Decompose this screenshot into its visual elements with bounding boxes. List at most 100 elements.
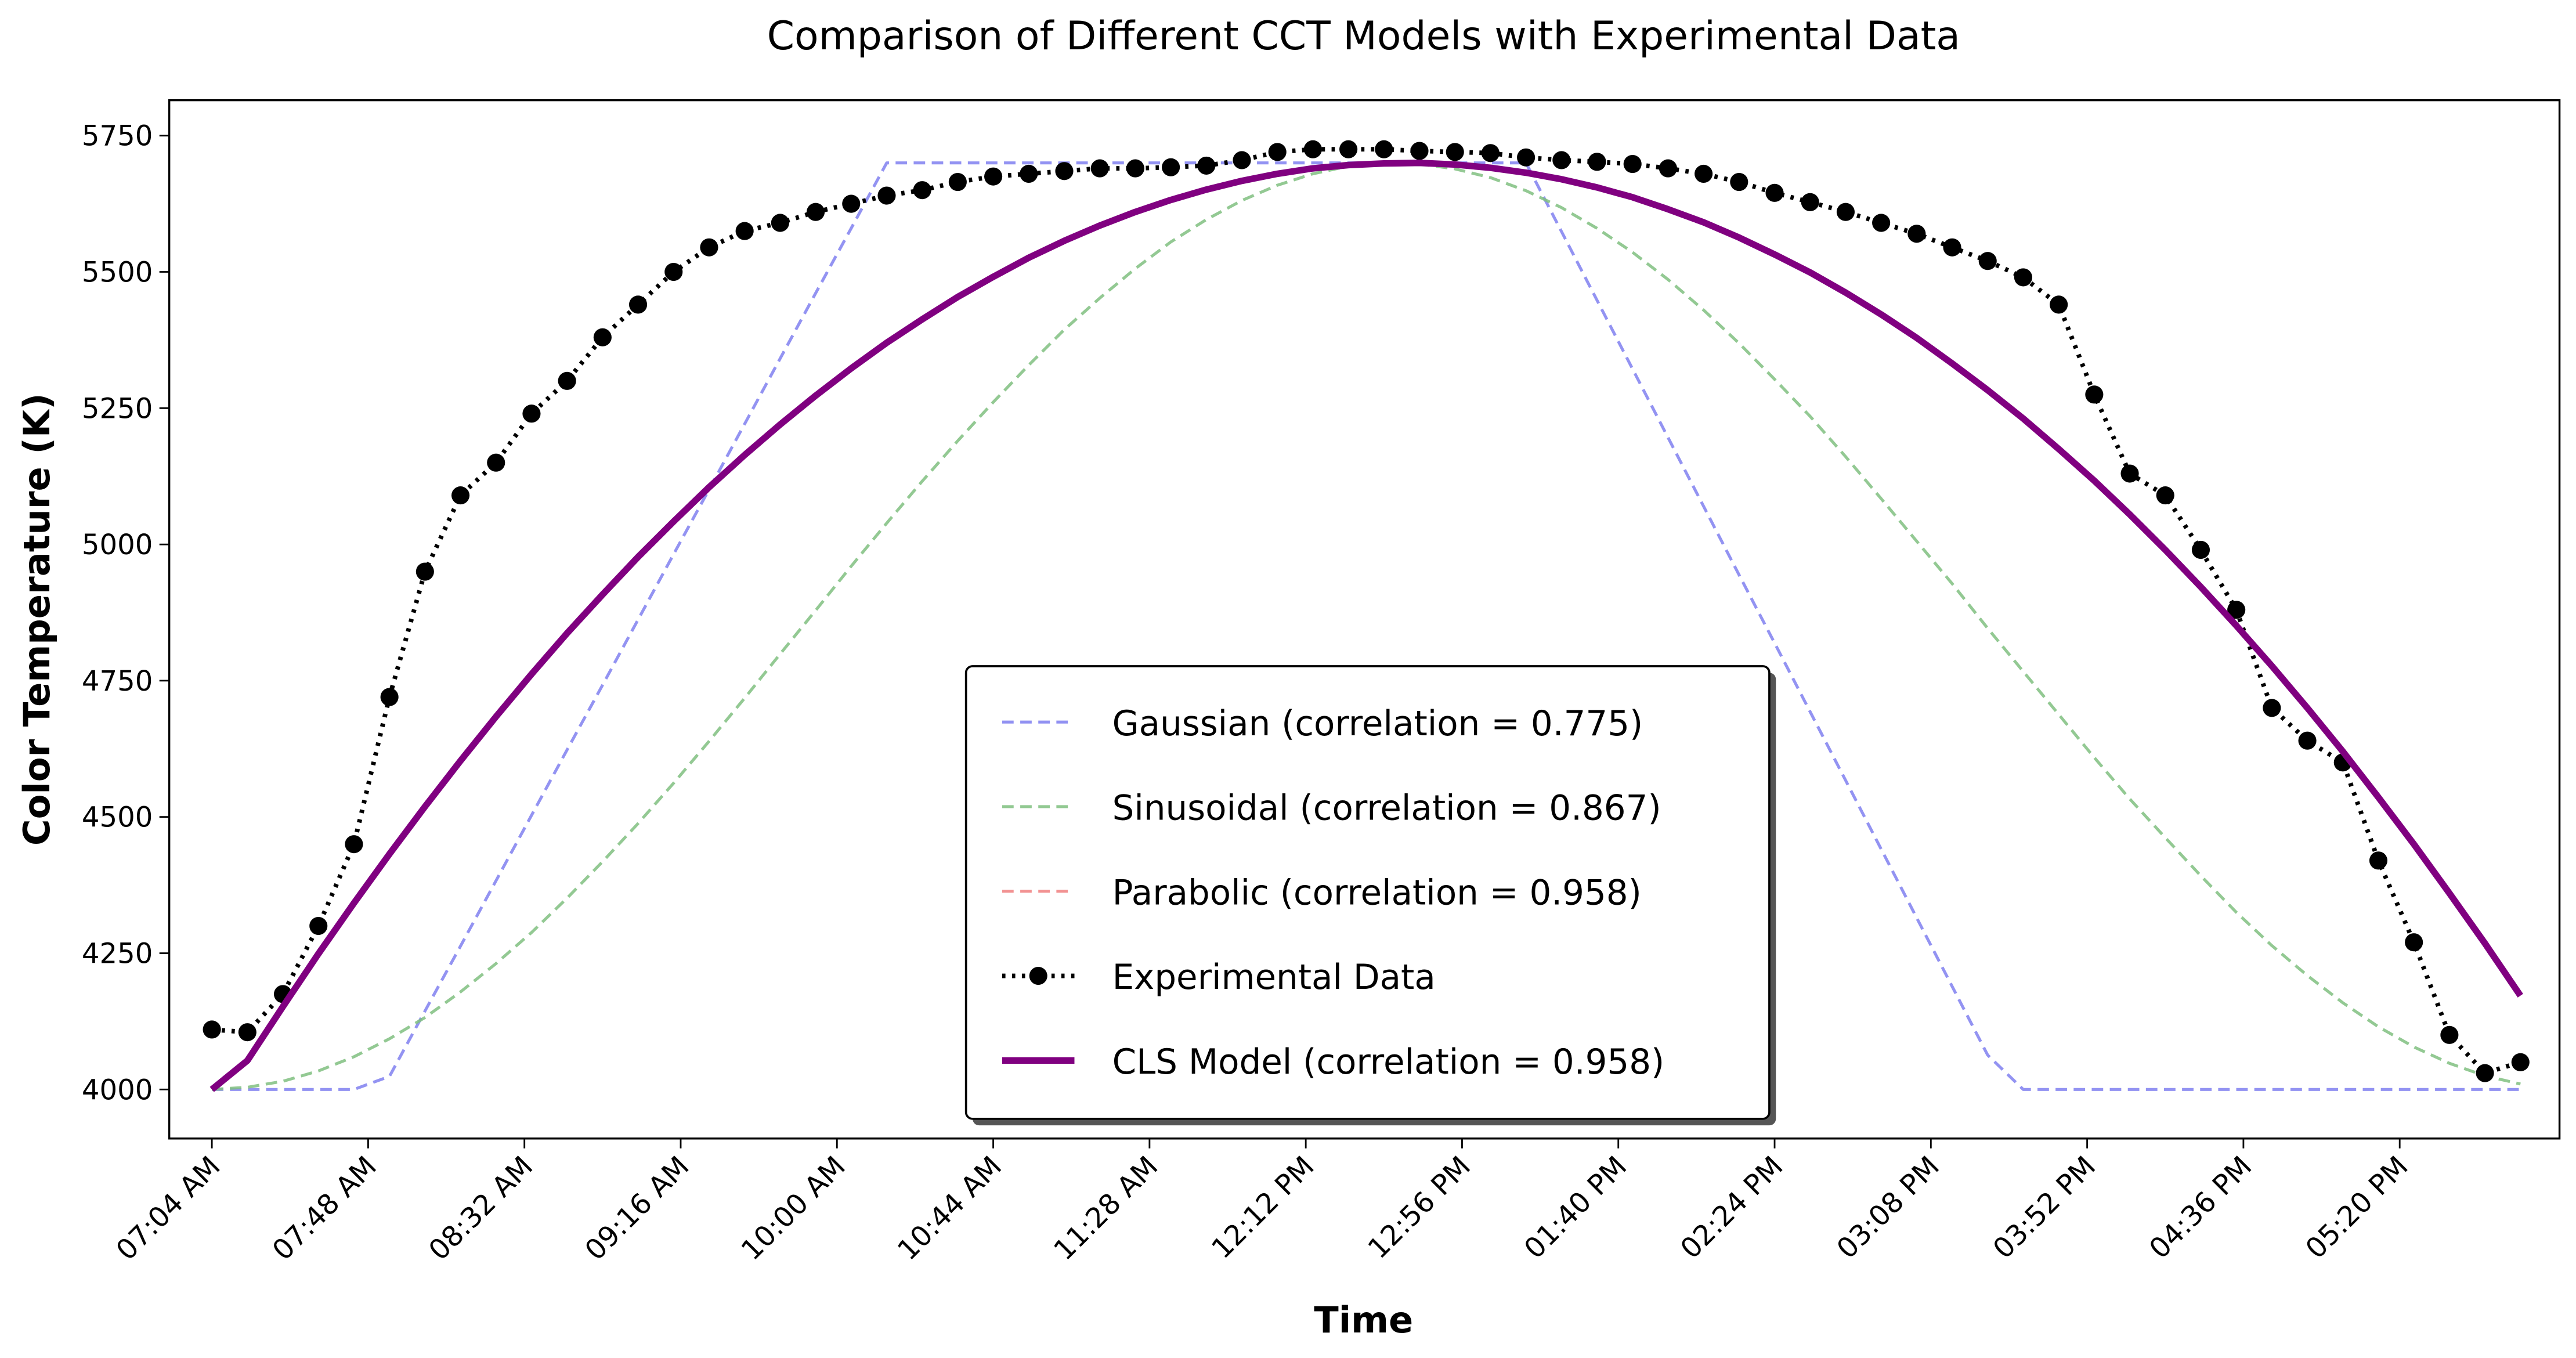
chart-title: Comparison of Different CCT Models with … xyxy=(767,13,1960,59)
data-point xyxy=(700,238,718,257)
data-point xyxy=(2120,464,2139,483)
data-point xyxy=(2476,1064,2494,1082)
data-point xyxy=(593,328,612,346)
x-tick-label: 09:16 AM xyxy=(579,1150,695,1267)
x-tick-label: 12:56 PM xyxy=(1362,1150,1477,1265)
y-axis-label: Color Temperature (K) xyxy=(16,393,58,846)
y-tick-label: 4750 xyxy=(82,665,153,698)
data-point xyxy=(984,167,1003,186)
data-point xyxy=(1552,151,1571,169)
data-point xyxy=(1268,143,1287,161)
data-point xyxy=(487,453,505,472)
data-point xyxy=(2014,268,2033,287)
data-point xyxy=(2191,540,2210,559)
data-point xyxy=(203,1020,221,1039)
data-point xyxy=(664,262,683,281)
x-tick-label: 03:52 PM xyxy=(1987,1150,2102,1265)
data-point xyxy=(806,203,825,221)
data-point xyxy=(1162,158,1180,176)
data-point xyxy=(1730,172,1748,192)
x-tick-label: 03:08 PM xyxy=(1830,1150,1945,1265)
data-point xyxy=(522,404,541,423)
data-point xyxy=(877,186,896,205)
data-point xyxy=(1978,252,1997,270)
data-point xyxy=(2227,601,2246,619)
data-point xyxy=(2298,731,2317,750)
data-point xyxy=(2050,295,2068,314)
data-point xyxy=(1055,162,1074,180)
x-tick-label: 11:28 AM xyxy=(1047,1150,1164,1267)
x-tick-label: 05:20 PM xyxy=(2299,1150,2414,1265)
data-point xyxy=(238,1023,256,1042)
data-point xyxy=(2156,486,2174,505)
data-point xyxy=(628,295,648,314)
data-point xyxy=(1303,140,1322,158)
data-point xyxy=(2511,1053,2530,1071)
data-point xyxy=(1410,142,1429,160)
data-point xyxy=(1801,193,1819,211)
legend-box xyxy=(964,665,1771,1120)
x-tick-label: 04:36 PM xyxy=(2143,1150,2258,1265)
data-point xyxy=(309,916,328,936)
x-tick-label: 12:12 PM xyxy=(1205,1150,1320,1265)
data-point xyxy=(1375,140,1393,158)
data-point xyxy=(558,371,576,390)
data-point xyxy=(735,222,754,240)
data-point xyxy=(1588,153,1606,171)
data-point xyxy=(345,835,363,854)
x-tick-label: 10:44 AM xyxy=(891,1150,1008,1267)
data-point xyxy=(1765,183,1784,202)
data-point xyxy=(2085,385,2104,404)
data-point xyxy=(1339,140,1358,158)
y-tick-label: 5750 xyxy=(82,120,153,153)
data-point xyxy=(771,214,789,232)
y-tick-label: 5000 xyxy=(82,529,153,561)
data-point xyxy=(1481,144,1500,162)
series-line xyxy=(209,160,2523,1092)
x-tick-label: 01:40 PM xyxy=(1518,1150,1633,1265)
x-tick-label: 07:04 AM xyxy=(110,1150,227,1267)
data-point xyxy=(1233,151,1251,169)
data-point xyxy=(1623,154,1642,174)
data-point xyxy=(451,486,470,505)
data-point xyxy=(1126,159,1144,178)
data-point xyxy=(948,172,967,192)
data-point xyxy=(842,194,861,213)
data-point xyxy=(1872,214,1891,232)
data-point xyxy=(2405,933,2423,952)
legend-label: Sinusoidal (correlation = 0.867) xyxy=(1112,789,1661,829)
legend-marker xyxy=(1029,966,1047,985)
data-point xyxy=(1090,159,1109,178)
legend: Gaussian (correlation = 0.775) Sinusoidal… xyxy=(964,665,1776,1126)
y-tick-label: 4250 xyxy=(82,937,153,970)
data-point xyxy=(1836,203,1855,221)
y-tick-label: 5500 xyxy=(82,257,153,289)
legend-label: Experimental Data xyxy=(1112,958,1436,998)
data-point xyxy=(2263,699,2281,717)
x-tick-label: 07:48 AM xyxy=(266,1150,383,1267)
data-point xyxy=(416,562,434,581)
x-tick-label: 10:00 AM xyxy=(735,1150,852,1267)
data-point xyxy=(913,181,931,200)
legend-label: Parabolic (correlation = 0.958) xyxy=(1112,873,1642,913)
legend-label: Gaussian (correlation = 0.775) xyxy=(1112,704,1643,744)
data-point xyxy=(1907,225,1926,243)
plot-frame xyxy=(168,99,2561,1140)
y-tick-label: 5250 xyxy=(82,392,153,425)
legend-label: CLS Model (correlation = 0.958) xyxy=(1112,1042,1665,1082)
x-axis-label: Time xyxy=(1314,1299,1413,1341)
x-tick-label: 08:32 AM xyxy=(422,1150,539,1267)
data-point xyxy=(2440,1025,2459,1044)
data-point xyxy=(1020,164,1038,183)
data-point xyxy=(1446,143,1464,161)
data-point xyxy=(1943,238,1961,257)
y-tick-label: 4500 xyxy=(82,801,153,834)
data-point xyxy=(1517,148,1536,167)
data-point xyxy=(2369,851,2388,870)
y-tick-label: 4000 xyxy=(82,1074,153,1106)
data-point xyxy=(380,688,399,706)
data-point xyxy=(1659,159,1677,178)
data-point xyxy=(1695,164,1713,183)
